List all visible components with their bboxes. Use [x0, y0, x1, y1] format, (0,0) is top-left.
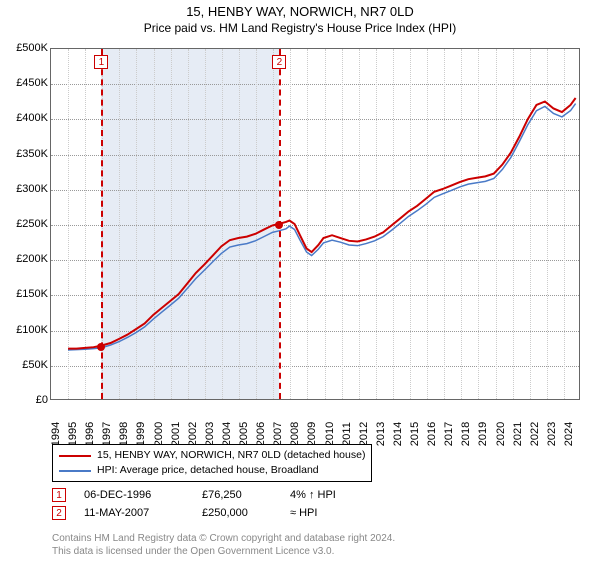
footer-attribution: Contains HM Land Registry data © Crown c…: [52, 532, 395, 558]
legend-item: HPI: Average price, detached house, Broa…: [59, 463, 365, 478]
x-tick-label: 2019: [477, 422, 489, 446]
x-tick-label: 2001: [170, 422, 182, 446]
x-tick-label: 2009: [306, 422, 318, 446]
marker-icon: 2: [272, 55, 286, 69]
x-tick-label: 2016: [426, 422, 438, 446]
x-tick-label: 2008: [289, 422, 301, 446]
y-tick-label: £500K: [0, 42, 48, 54]
x-tick-label: 2024: [563, 422, 575, 446]
transaction-date: 06-DEC-1996: [84, 489, 184, 501]
footer-line: Contains HM Land Registry data © Crown c…: [52, 532, 395, 545]
x-tick-label: 2000: [153, 422, 165, 446]
y-tick-label: £150K: [0, 288, 48, 300]
x-tick-label: 1995: [67, 422, 79, 446]
footer-line: This data is licensed under the Open Gov…: [52, 545, 395, 558]
legend-item: 15, HENBY WAY, NORWICH, NR7 0LD (detache…: [59, 448, 365, 463]
marker-dot: [275, 221, 283, 229]
x-tick-label: 2017: [443, 422, 455, 446]
x-tick-label: 1999: [135, 422, 147, 446]
x-tick-label: 1998: [118, 422, 130, 446]
chart-plot-area: 12: [50, 48, 580, 400]
transaction-price: £250,000: [202, 507, 272, 519]
x-tick-label: 2013: [375, 422, 387, 446]
marker-dot: [97, 343, 105, 351]
marker-icon: 1: [94, 55, 108, 69]
x-tick-label: 2018: [460, 422, 472, 446]
x-tick-label: 2005: [238, 422, 250, 446]
legend-swatch: [59, 455, 91, 457]
transaction-vs-hpi: 4% ↑ HPI: [290, 489, 370, 501]
x-tick-label: 2011: [341, 422, 353, 446]
x-tick-label: 1997: [101, 422, 113, 446]
transaction-date: 11-MAY-2007: [84, 507, 184, 519]
y-tick-label: £200K: [0, 253, 48, 265]
y-tick-label: £450K: [0, 77, 48, 89]
x-tick-label: 2012: [358, 422, 370, 446]
x-tick-label: 2020: [495, 422, 507, 446]
x-tick-label: 2021: [512, 422, 524, 446]
chart-lines: [51, 49, 579, 399]
x-tick-label: 2007: [272, 422, 284, 446]
legend: 15, HENBY WAY, NORWICH, NR7 0LD (detache…: [52, 444, 372, 482]
chart-subtitle: Price paid vs. HM Land Registry's House …: [0, 21, 600, 35]
transaction-row: 2 11-MAY-2007 £250,000 ≈ HPI: [52, 506, 370, 520]
chart-container: 15, HENBY WAY, NORWICH, NR7 0LD Price pa…: [0, 4, 600, 564]
x-tick-label: 2010: [324, 422, 336, 446]
x-tick-label: 2022: [529, 422, 541, 446]
y-tick-label: £100K: [0, 324, 48, 336]
y-tick-label: £0: [0, 394, 48, 406]
legend-swatch: [59, 470, 91, 472]
x-tick-label: 2023: [546, 422, 558, 446]
x-tick-label: 1996: [84, 422, 96, 446]
transaction-table: 1 06-DEC-1996 £76,250 4% ↑ HPI 2 11-MAY-…: [52, 488, 370, 524]
y-tick-label: £300K: [0, 183, 48, 195]
transaction-price: £76,250: [202, 489, 272, 501]
x-tick-label: 2003: [204, 422, 216, 446]
x-tick-label: 2006: [255, 422, 267, 446]
y-tick-label: £400K: [0, 112, 48, 124]
x-tick-label: 2015: [409, 422, 421, 446]
legend-label: HPI: Average price, detached house, Broa…: [97, 463, 319, 478]
x-tick-label: 2002: [187, 422, 199, 446]
chart-title: 15, HENBY WAY, NORWICH, NR7 0LD: [0, 4, 600, 19]
x-tick-label: 2004: [221, 422, 233, 446]
x-tick-label: 2014: [392, 422, 404, 446]
marker-icon: 2: [52, 506, 66, 520]
x-tick-label: 1994: [50, 422, 62, 446]
y-tick-label: £250K: [0, 218, 48, 230]
y-tick-label: £50K: [0, 359, 48, 371]
transaction-vs-hpi: ≈ HPI: [290, 507, 370, 519]
legend-label: 15, HENBY WAY, NORWICH, NR7 0LD (detache…: [97, 448, 365, 463]
marker-icon: 1: [52, 488, 66, 502]
y-tick-label: £350K: [0, 148, 48, 160]
transaction-row: 1 06-DEC-1996 £76,250 4% ↑ HPI: [52, 488, 370, 502]
